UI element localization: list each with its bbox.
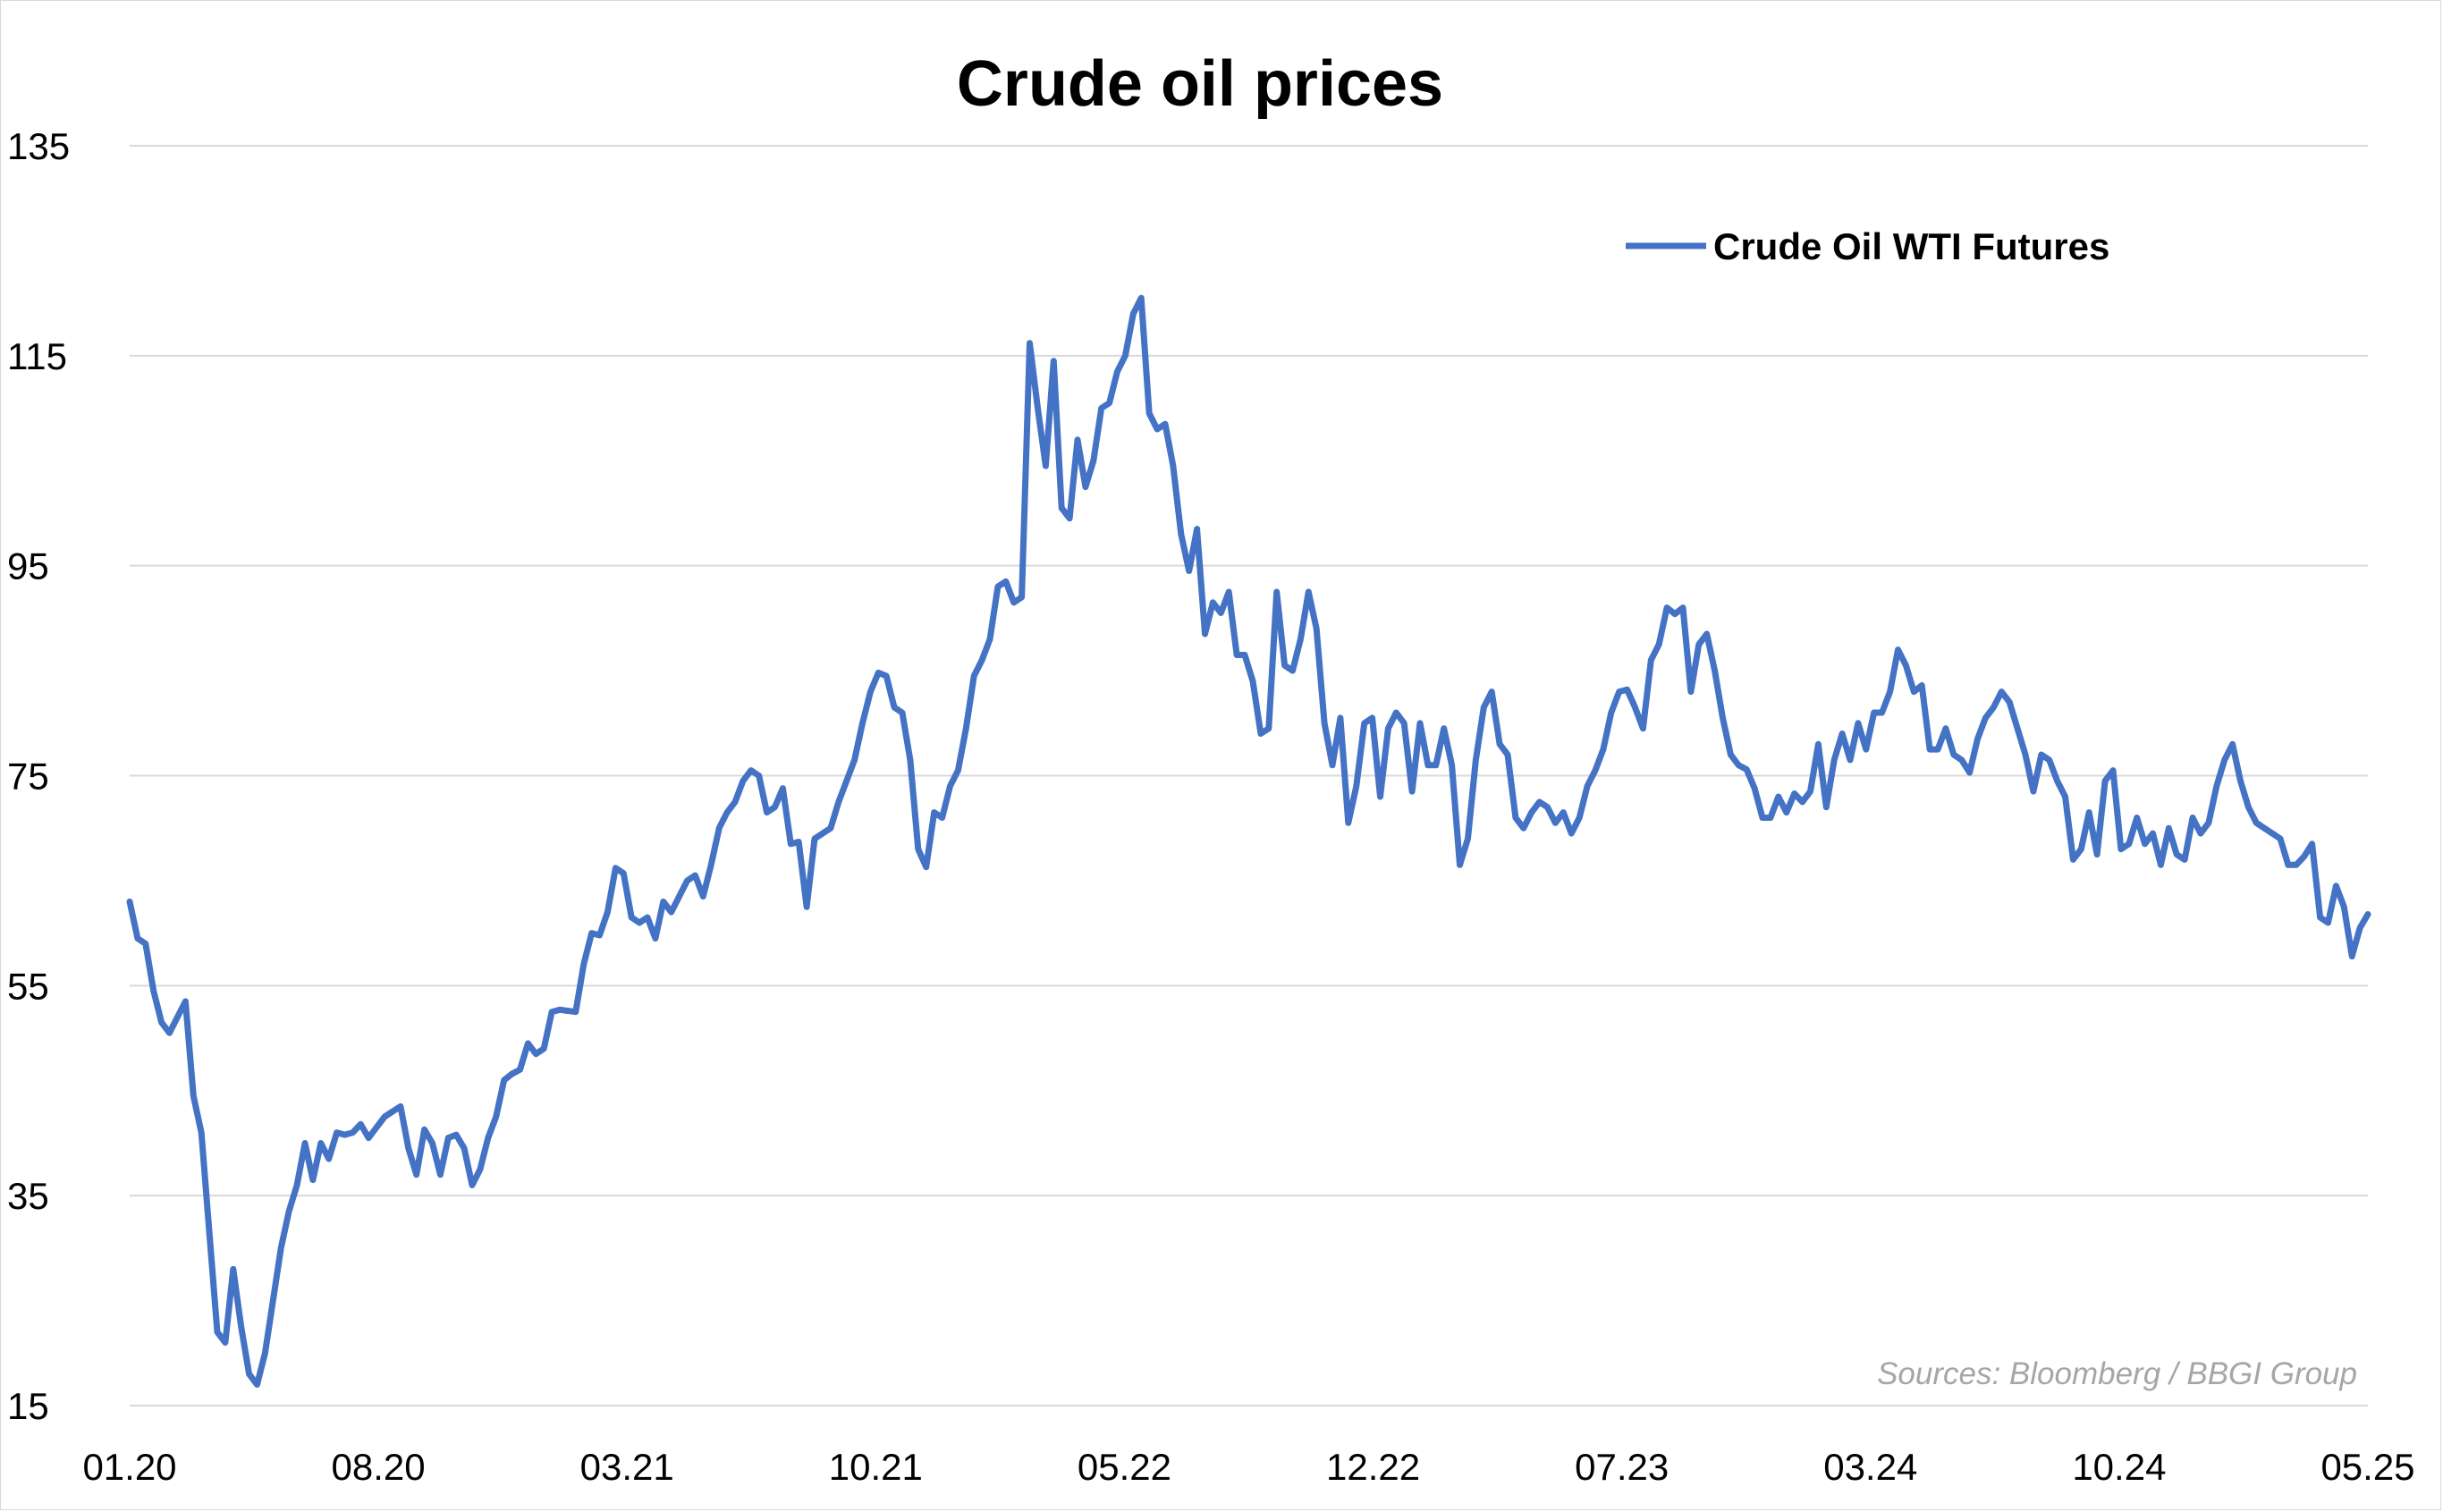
y-tick-label: 75 (7, 756, 49, 798)
x-tick-label: 08.20 (332, 1446, 426, 1488)
x-tick-label: 10.24 (2072, 1446, 2166, 1488)
x-tick-label: 10.21 (829, 1446, 923, 1488)
x-tick-label: 07.23 (1575, 1446, 1669, 1488)
legend-label: Crude Oil WTI Futures (1713, 225, 2109, 267)
x-tick-label: 05.22 (1078, 1446, 1171, 1488)
gridlines (130, 145, 2368, 1406)
y-tick-label: 15 (7, 1385, 49, 1427)
y-tick-label: 35 (7, 1175, 49, 1217)
chart-title: Crude oil prices (957, 48, 1443, 120)
x-axis-ticks: 01.20 08.20 03.21 10.21 05.22 12.22 07.23 03.24… (82, 1446, 2414, 1488)
x-tick-label: 05.25 (2320, 1446, 2414, 1488)
x-tick-label: 03.24 (1823, 1446, 1917, 1488)
y-tick-label: 115 (7, 335, 67, 377)
y-tick-label: 95 (7, 545, 49, 587)
x-tick-label: 12.22 (1326, 1446, 1420, 1488)
source-note: Sources: Bloomberg / BBGI Group (1877, 1356, 2357, 1391)
y-axis-ticks: 15 35 55 75 95 115 135 (7, 125, 70, 1427)
x-tick-label: 03.21 (580, 1446, 674, 1488)
y-tick-label: 55 (7, 965, 49, 1007)
series-line-crude-oil-wti-futures (126, 294, 2371, 1388)
y-tick-label: 135 (7, 125, 70, 167)
x-tick-label: 01.20 (82, 1446, 176, 1488)
legend: Crude Oil WTI Futures (1626, 225, 2109, 267)
